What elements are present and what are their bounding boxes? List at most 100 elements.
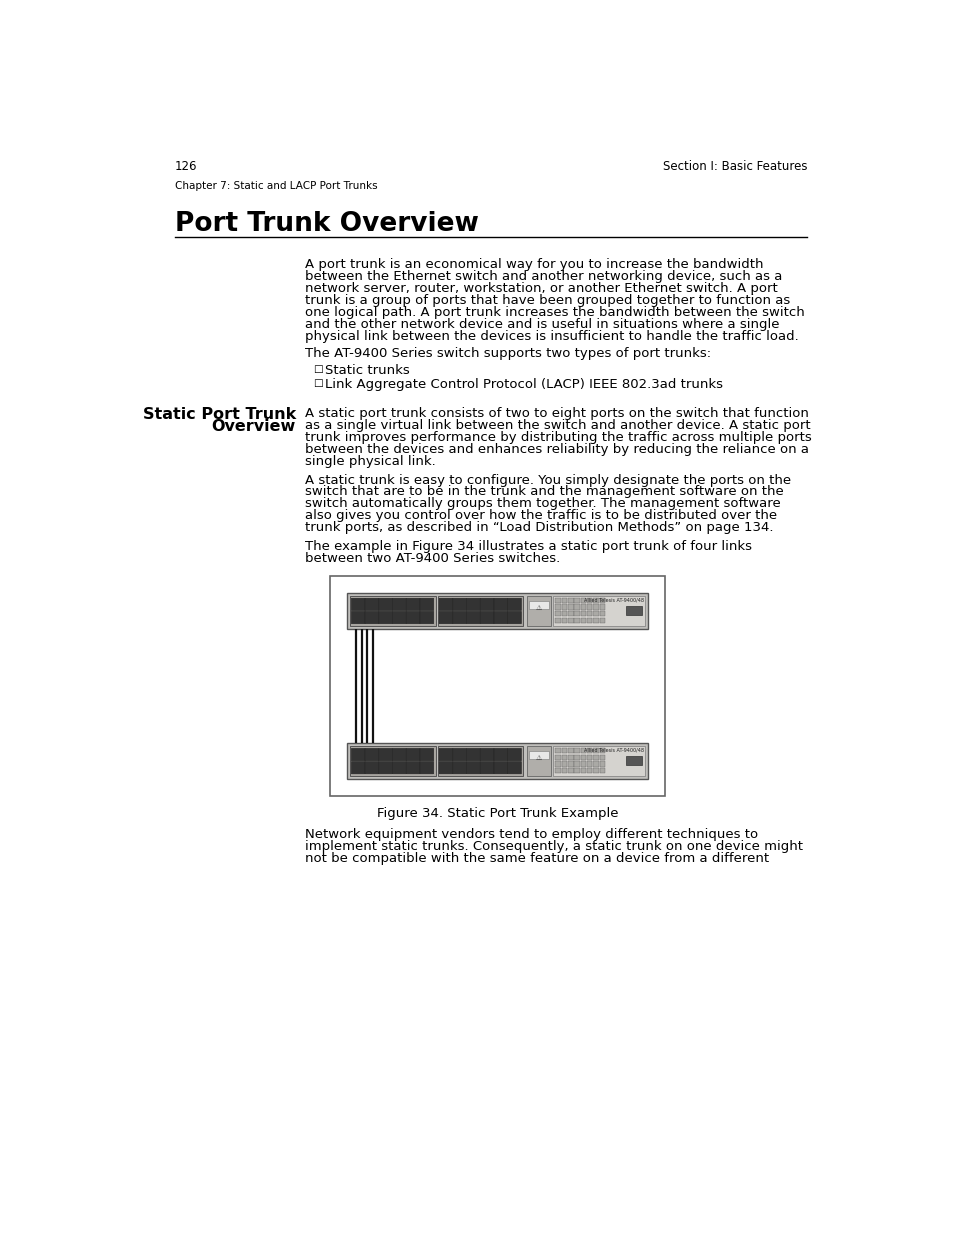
FancyBboxPatch shape xyxy=(494,611,507,624)
Bar xyxy=(347,743,647,779)
Bar xyxy=(574,748,579,753)
Bar xyxy=(561,604,567,610)
Bar xyxy=(555,598,560,603)
FancyBboxPatch shape xyxy=(479,748,494,761)
FancyBboxPatch shape xyxy=(507,611,521,624)
Bar xyxy=(555,761,560,767)
Bar xyxy=(598,604,604,610)
FancyBboxPatch shape xyxy=(351,748,365,761)
Bar xyxy=(553,597,644,626)
FancyBboxPatch shape xyxy=(507,748,521,761)
Bar xyxy=(567,604,573,610)
Text: Chapter 7: Static and LACP Port Trunks: Chapter 7: Static and LACP Port Trunks xyxy=(174,180,377,190)
FancyBboxPatch shape xyxy=(494,748,507,761)
Text: Port Trunk Overview: Port Trunk Overview xyxy=(174,211,478,237)
Bar xyxy=(567,755,573,760)
Text: Static Port Trunk: Static Port Trunk xyxy=(143,406,295,422)
FancyBboxPatch shape xyxy=(392,762,406,774)
Text: between the devices and enhances reliability by reducing the reliance on a: between the devices and enhances reliabi… xyxy=(305,442,808,456)
Bar xyxy=(555,748,560,753)
FancyBboxPatch shape xyxy=(438,611,453,624)
Text: implement static trunks. Consequently, a static trunk on one device might: implement static trunks. Consequently, a… xyxy=(305,840,802,852)
Bar xyxy=(561,611,567,616)
Text: Allied Telesis AT-9400/48: Allied Telesis AT-9400/48 xyxy=(583,747,643,752)
Bar xyxy=(586,598,592,603)
Text: □: □ xyxy=(313,378,322,388)
Text: Static trunks: Static trunks xyxy=(325,364,410,377)
Bar xyxy=(527,746,550,776)
Bar xyxy=(350,746,436,776)
Bar xyxy=(567,761,573,767)
Text: The example in Figure 34 illustrates a static port trunk of four links: The example in Figure 34 illustrates a s… xyxy=(305,540,752,553)
Bar xyxy=(598,768,604,773)
Bar xyxy=(574,618,579,622)
Text: Section I: Basic Features: Section I: Basic Features xyxy=(662,159,806,173)
Text: one logical path. A port trunk increases the bandwidth between the switch: one logical path. A port trunk increases… xyxy=(305,306,804,319)
FancyBboxPatch shape xyxy=(419,748,434,761)
FancyBboxPatch shape xyxy=(466,748,479,761)
Text: The AT-9400 Series switch supports two types of port trunks:: The AT-9400 Series switch supports two t… xyxy=(305,347,711,361)
Text: single physical link.: single physical link. xyxy=(305,454,436,468)
Bar xyxy=(561,618,567,622)
Bar xyxy=(555,755,560,760)
Bar xyxy=(567,618,573,622)
Bar xyxy=(598,748,604,753)
FancyBboxPatch shape xyxy=(378,598,392,610)
FancyBboxPatch shape xyxy=(494,598,507,610)
FancyBboxPatch shape xyxy=(453,611,466,624)
Bar xyxy=(527,597,550,626)
FancyBboxPatch shape xyxy=(453,598,466,610)
Bar xyxy=(350,597,436,626)
FancyBboxPatch shape xyxy=(494,762,507,774)
FancyBboxPatch shape xyxy=(351,762,365,774)
Bar xyxy=(598,611,604,616)
FancyBboxPatch shape xyxy=(466,598,479,610)
FancyBboxPatch shape xyxy=(365,762,378,774)
FancyBboxPatch shape xyxy=(365,611,378,624)
FancyBboxPatch shape xyxy=(351,598,365,610)
Text: also gives you control over how the traffic is to be distributed over the: also gives you control over how the traf… xyxy=(305,509,777,522)
Text: not be compatible with the same feature on a device from a different: not be compatible with the same feature … xyxy=(305,852,768,864)
Bar xyxy=(574,755,579,760)
Bar xyxy=(561,761,567,767)
Text: ⚠: ⚠ xyxy=(536,756,541,761)
Text: □: □ xyxy=(313,364,322,374)
FancyBboxPatch shape xyxy=(392,611,406,624)
FancyBboxPatch shape xyxy=(419,598,434,610)
Bar xyxy=(347,593,647,629)
Bar xyxy=(598,761,604,767)
Bar xyxy=(580,618,585,622)
Text: between two AT-9400 Series switches.: between two AT-9400 Series switches. xyxy=(305,552,560,566)
Bar xyxy=(593,748,598,753)
Text: trunk improves performance by distributing the traffic across multiple ports: trunk improves performance by distributi… xyxy=(305,431,811,443)
FancyBboxPatch shape xyxy=(378,762,392,774)
Bar xyxy=(437,597,523,626)
Text: Overview: Overview xyxy=(212,419,295,435)
FancyBboxPatch shape xyxy=(392,748,406,761)
Bar xyxy=(437,746,523,776)
FancyBboxPatch shape xyxy=(453,748,466,761)
Bar xyxy=(593,755,598,760)
FancyBboxPatch shape xyxy=(438,762,453,774)
FancyBboxPatch shape xyxy=(466,611,479,624)
Text: switch automatically groups them together. The management software: switch automatically groups them togethe… xyxy=(305,498,781,510)
Bar xyxy=(593,768,598,773)
Text: trunk ports, as described in “Load Distribution Methods” on page 134.: trunk ports, as described in “Load Distr… xyxy=(305,521,773,535)
Bar xyxy=(567,611,573,616)
FancyBboxPatch shape xyxy=(507,762,521,774)
Text: between the Ethernet switch and another networking device, such as a: between the Ethernet switch and another … xyxy=(305,270,781,283)
Text: switch that are to be in the trunk and the management software on the: switch that are to be in the trunk and t… xyxy=(305,485,783,499)
FancyBboxPatch shape xyxy=(438,598,453,610)
Bar xyxy=(593,618,598,622)
Text: Network equipment vendors tend to employ different techniques to: Network equipment vendors tend to employ… xyxy=(305,827,758,841)
FancyBboxPatch shape xyxy=(392,598,406,610)
Text: ⚠: ⚠ xyxy=(536,605,541,611)
Bar xyxy=(574,761,579,767)
Bar xyxy=(580,611,585,616)
Bar xyxy=(593,604,598,610)
Bar xyxy=(593,611,598,616)
FancyBboxPatch shape xyxy=(406,611,419,624)
Bar xyxy=(580,761,585,767)
Text: as a single virtual link between the switch and another device. A static port: as a single virtual link between the swi… xyxy=(305,419,810,432)
Bar xyxy=(586,618,592,622)
